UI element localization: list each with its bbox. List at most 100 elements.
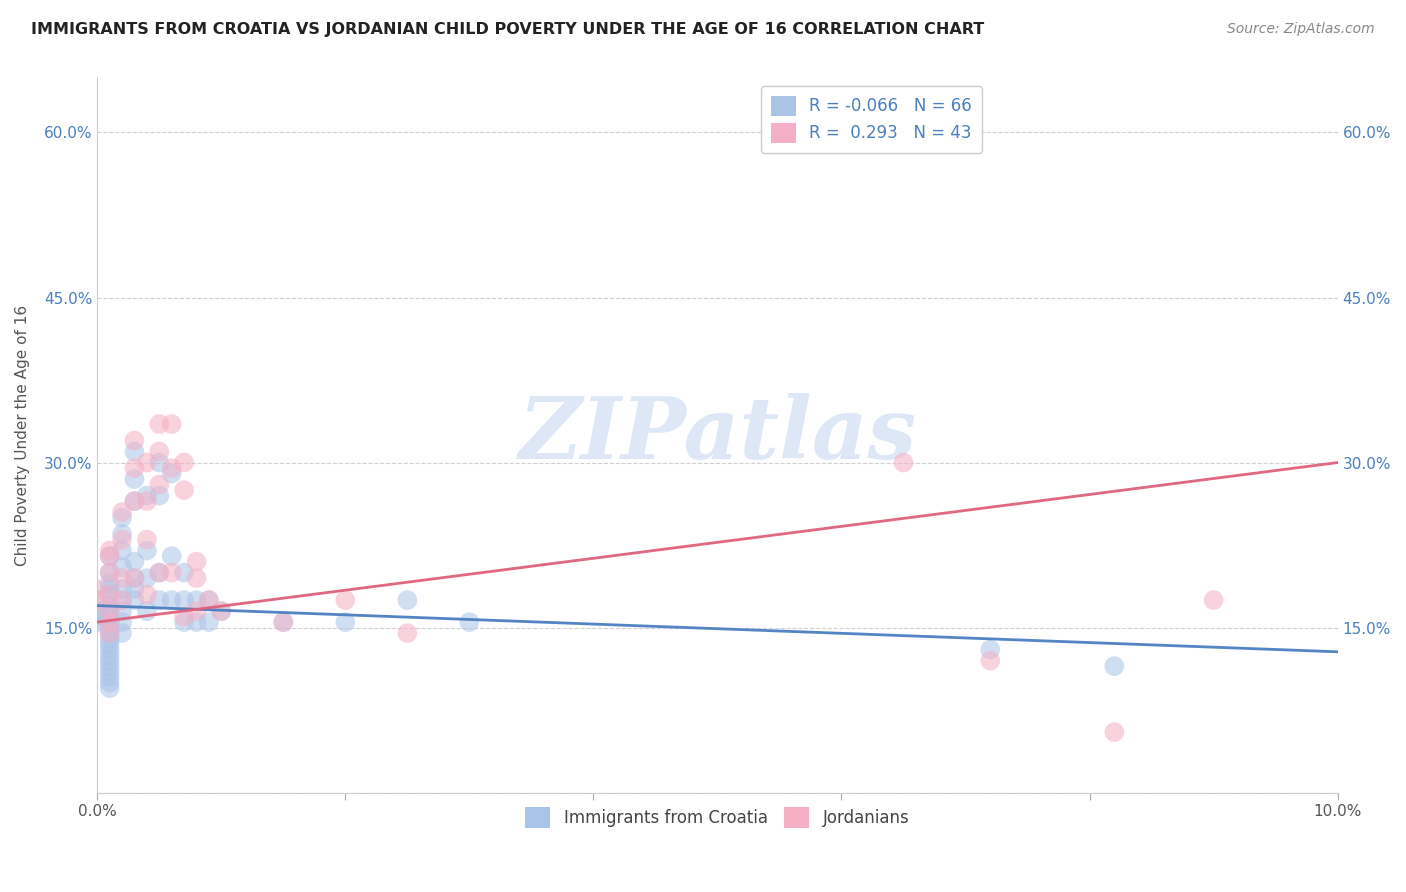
Point [198, 593, 221, 607]
Point [124, 571, 146, 585]
Point [160, 549, 183, 563]
Point [111, 533, 134, 547]
Point [148, 477, 170, 491]
Point [160, 417, 183, 431]
Point [135, 588, 157, 602]
Point [98, 588, 121, 602]
Point [111, 543, 134, 558]
Point [124, 582, 146, 596]
Point [98, 615, 121, 629]
Point [111, 615, 134, 629]
Point [209, 604, 232, 618]
Point [124, 555, 146, 569]
Point [135, 533, 157, 547]
Point [979, 642, 1001, 657]
Point [111, 582, 134, 596]
Point [111, 626, 134, 640]
Point [173, 615, 195, 629]
Point [335, 615, 357, 629]
Point [148, 566, 170, 580]
Point [173, 609, 195, 624]
Point [111, 505, 134, 519]
Point [135, 543, 157, 558]
Point [148, 489, 170, 503]
Text: IMMIGRANTS FROM CROATIA VS JORDANIAN CHILD POVERTY UNDER THE AGE OF 16 CORRELATI: IMMIGRANTS FROM CROATIA VS JORDANIAN CHI… [31, 22, 984, 37]
Point [148, 444, 170, 458]
Text: ZIPatlas: ZIPatlas [519, 393, 917, 477]
Point [160, 593, 183, 607]
Point [98, 621, 121, 635]
Point [86, 604, 108, 618]
Point [135, 489, 157, 503]
Text: Source: ZipAtlas.com: Source: ZipAtlas.com [1227, 22, 1375, 37]
Point [124, 461, 146, 475]
Point [111, 604, 134, 618]
Point [98, 675, 121, 690]
Point [111, 593, 134, 607]
Point [396, 626, 419, 640]
Point [98, 642, 121, 657]
Point [160, 566, 183, 580]
Point [271, 615, 294, 629]
Point [135, 456, 157, 470]
Point [124, 494, 146, 508]
Point [111, 560, 134, 574]
Point [86, 593, 108, 607]
Point [148, 593, 170, 607]
Point [186, 593, 208, 607]
Point [86, 615, 108, 629]
Point [124, 494, 146, 508]
Point [209, 604, 232, 618]
Point [135, 494, 157, 508]
Point [98, 566, 121, 580]
Point [135, 571, 157, 585]
Point [186, 555, 208, 569]
Point [98, 654, 121, 668]
Point [111, 571, 134, 585]
Point [98, 588, 121, 602]
Point [98, 670, 121, 684]
Point [148, 566, 170, 580]
Point [1202, 593, 1225, 607]
Point [186, 604, 208, 618]
Point [148, 417, 170, 431]
Point [98, 549, 121, 563]
Point [893, 456, 915, 470]
Point [98, 599, 121, 613]
Point [98, 609, 121, 624]
Point [98, 681, 121, 695]
Point [86, 593, 108, 607]
Point [173, 456, 195, 470]
Point [198, 593, 221, 607]
Point [160, 467, 183, 481]
Y-axis label: Child Poverty Under the Age of 16: Child Poverty Under the Age of 16 [15, 304, 30, 566]
Point [160, 461, 183, 475]
Point [396, 593, 419, 607]
Point [186, 571, 208, 585]
Point [979, 654, 1001, 668]
Point [98, 648, 121, 662]
Point [186, 615, 208, 629]
Point [173, 593, 195, 607]
Point [98, 566, 121, 580]
Point [1104, 659, 1126, 673]
Point [98, 659, 121, 673]
Point [271, 615, 294, 629]
Point [86, 582, 108, 596]
Point [98, 549, 121, 563]
Point [98, 665, 121, 679]
Point [111, 527, 134, 541]
Point [98, 637, 121, 651]
Point [98, 604, 121, 618]
Point [135, 604, 157, 618]
Point [98, 543, 121, 558]
Point [198, 615, 221, 629]
Point [124, 434, 146, 448]
Point [111, 593, 134, 607]
Point [98, 626, 121, 640]
Point [1104, 725, 1126, 739]
Point [86, 609, 108, 624]
Point [173, 483, 195, 497]
Point [335, 593, 357, 607]
Point [124, 593, 146, 607]
